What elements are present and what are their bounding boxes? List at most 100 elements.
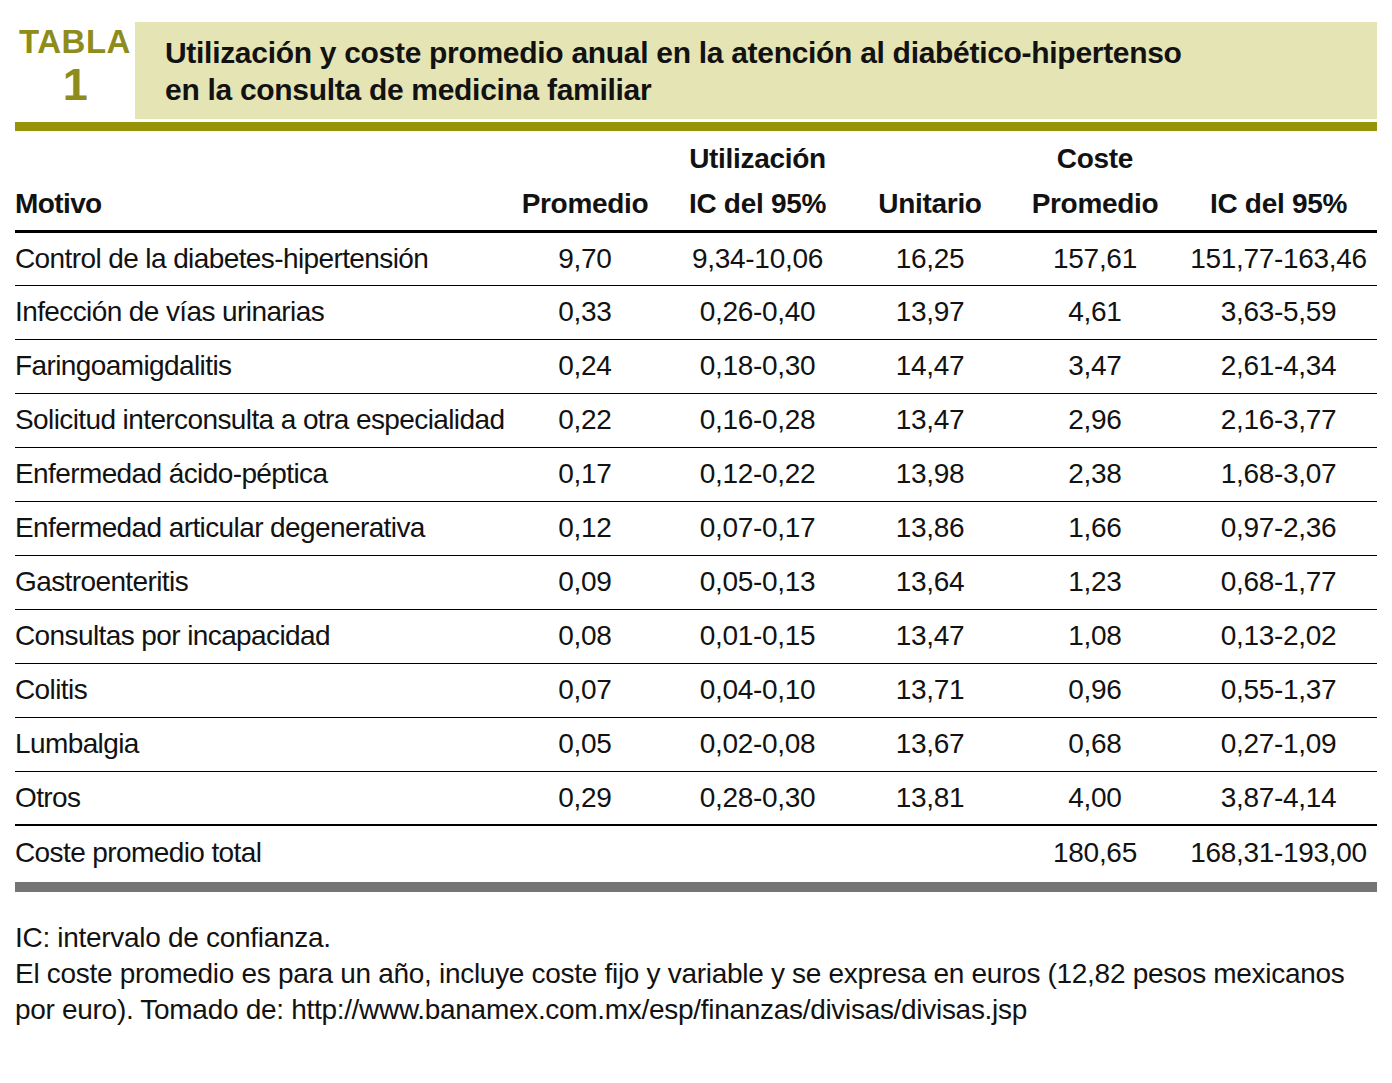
cell-coste-unitario: 14,47 <box>850 339 1010 393</box>
column-header-ic95-utilizacion: IC del 95% <box>665 179 850 231</box>
cell-total-coste-unitario <box>850 825 1010 880</box>
cell-coste-unitario: 13,47 <box>850 393 1010 447</box>
spacer-cell <box>505 137 665 179</box>
spacer-cell <box>1180 137 1377 179</box>
footnotes: IC: intervalo de confianza. El coste pro… <box>15 920 1377 1028</box>
cell-promedio-utilizacion: 0,24 <box>505 339 665 393</box>
cell-ic95-coste: 1,68-3,07 <box>1180 447 1377 501</box>
cell-motivo: Infección de vías urinarias <box>15 285 505 339</box>
cell-total-ic95-utilizacion <box>665 825 850 880</box>
column-header-promedio-utilizacion: Promedio <box>505 179 665 231</box>
cell-coste-unitario: 13,71 <box>850 663 1010 717</box>
table-title-line2: en la consulta de medicina familiar <box>165 71 1377 108</box>
table-head: Utilización Coste Motivo Promedio IC del… <box>15 137 1377 231</box>
cell-ic95-utilizacion: 0,05-0,13 <box>665 555 850 609</box>
cell-motivo: Colitis <box>15 663 505 717</box>
cell-ic95-utilizacion: 0,07-0,17 <box>665 501 850 555</box>
cell-coste-unitario: 13,97 <box>850 285 1010 339</box>
table-row: Enfermedad ácido-péptica 0,17 0,12-0,22 … <box>15 447 1377 501</box>
cell-total-label: Coste promedio total <box>15 825 505 880</box>
cell-promedio-utilizacion: 0,17 <box>505 447 665 501</box>
total-row: Coste promedio total 180,65 168,31-193,0… <box>15 825 1377 880</box>
table-row: Gastroenteritis 0,09 0,05-0,13 13,64 1,2… <box>15 555 1377 609</box>
cell-coste-promedio: 3,47 <box>1010 339 1180 393</box>
column-header-coste-promedio: Promedio <box>1010 179 1180 231</box>
table-badge-number: 1 <box>15 60 135 110</box>
data-table: Utilización Coste Motivo Promedio IC del… <box>15 137 1377 880</box>
cell-coste-promedio: 2,38 <box>1010 447 1180 501</box>
table-badge-label: TABLA <box>15 24 135 60</box>
cell-coste-promedio: 4,61 <box>1010 285 1180 339</box>
cell-promedio-utilizacion: 0,29 <box>505 771 665 825</box>
table-row: Enfermedad articular degenerativa 0,12 0… <box>15 501 1377 555</box>
column-header-coste-unitario: Unitario <box>850 179 1010 231</box>
cell-promedio-utilizacion: 0,22 <box>505 393 665 447</box>
cell-ic95-utilizacion: 0,18-0,30 <box>665 339 850 393</box>
group-header-utilizacion: Utilización <box>665 137 850 179</box>
cell-ic95-coste: 3,63-5,59 <box>1180 285 1377 339</box>
cell-ic95-coste: 3,87-4,14 <box>1180 771 1377 825</box>
column-header-row: Motivo Promedio IC del 95% Unitario Prom… <box>15 179 1377 231</box>
column-header-ic95-coste: IC del 95% <box>1180 179 1377 231</box>
cell-motivo: Solicitud interconsulta a otra especiali… <box>15 393 505 447</box>
title-underline-bar <box>15 122 1377 131</box>
table-row: Control de la diabetes-hipertensión 9,70… <box>15 231 1377 285</box>
cell-coste-promedio: 1,08 <box>1010 609 1180 663</box>
cell-promedio-utilizacion: 0,09 <box>505 555 665 609</box>
footnote-cost-source: El coste promedio es para un año, incluy… <box>15 956 1377 1028</box>
cell-ic95-coste: 0,97-2,36 <box>1180 501 1377 555</box>
table-header-band: TABLA 1 Utilización y coste promedio anu… <box>0 0 1392 131</box>
cell-motivo: Consultas por incapacidad <box>15 609 505 663</box>
column-header-motivo: Motivo <box>15 179 505 231</box>
footnote-ic-definition: IC: intervalo de confianza. <box>15 920 1377 956</box>
cell-ic95-utilizacion: 0,16-0,28 <box>665 393 850 447</box>
cell-coste-unitario: 13,64 <box>850 555 1010 609</box>
spacer-cell <box>850 137 1010 179</box>
cell-coste-unitario: 13,86 <box>850 501 1010 555</box>
cell-ic95-coste: 0,13-2,02 <box>1180 609 1377 663</box>
table-body: Control de la diabetes-hipertensión 9,70… <box>15 231 1377 880</box>
group-header-row: Utilización Coste <box>15 137 1377 179</box>
page: TABLA 1 Utilización y coste promedio anu… <box>0 0 1392 1083</box>
cell-coste-promedio: 1,23 <box>1010 555 1180 609</box>
cell-ic95-coste: 0,27-1,09 <box>1180 717 1377 771</box>
cell-motivo: Faringoamigdalitis <box>15 339 505 393</box>
cell-promedio-utilizacion: 0,05 <box>505 717 665 771</box>
cell-ic95-utilizacion: 0,02-0,08 <box>665 717 850 771</box>
group-header-coste: Coste <box>1010 137 1180 179</box>
cell-coste-promedio: 157,61 <box>1010 231 1180 285</box>
table-row: Colitis 0,07 0,04-0,10 13,71 0,96 0,55-1… <box>15 663 1377 717</box>
cell-coste-promedio: 0,96 <box>1010 663 1180 717</box>
cell-motivo: Lumbalgia <box>15 717 505 771</box>
cell-ic95-coste: 2,16-3,77 <box>1180 393 1377 447</box>
cell-ic95-coste: 0,55-1,37 <box>1180 663 1377 717</box>
cell-coste-unitario: 13,67 <box>850 717 1010 771</box>
table-title-line1: Utilización y coste promedio anual en la… <box>165 34 1377 71</box>
cell-ic95-utilizacion: 9,34-10,06 <box>665 231 850 285</box>
table-row: Lumbalgia 0,05 0,02-0,08 13,67 0,68 0,27… <box>15 717 1377 771</box>
cell-coste-promedio: 0,68 <box>1010 717 1180 771</box>
cell-ic95-coste: 151,77-163,46 <box>1180 231 1377 285</box>
cell-promedio-utilizacion: 9,70 <box>505 231 665 285</box>
cell-motivo: Control de la diabetes-hipertensión <box>15 231 505 285</box>
cell-motivo: Otros <box>15 771 505 825</box>
table-row: Faringoamigdalitis 0,24 0,18-0,30 14,47 … <box>15 339 1377 393</box>
cell-coste-promedio: 2,96 <box>1010 393 1180 447</box>
table-bottom-bar <box>15 882 1377 892</box>
cell-promedio-utilizacion: 0,12 <box>505 501 665 555</box>
cell-motivo: Gastroenteritis <box>15 555 505 609</box>
cell-ic95-coste: 0,68-1,77 <box>1180 555 1377 609</box>
cell-coste-unitario: 16,25 <box>850 231 1010 285</box>
table-row: Consultas por incapacidad 0,08 0,01-0,15… <box>15 609 1377 663</box>
cell-coste-unitario: 13,98 <box>850 447 1010 501</box>
cell-promedio-utilizacion: 0,33 <box>505 285 665 339</box>
table-title-box: Utilización y coste promedio anual en la… <box>135 22 1377 119</box>
cell-coste-unitario: 13,47 <box>850 609 1010 663</box>
table-row: Otros 0,29 0,28-0,30 13,81 4,00 3,87-4,1… <box>15 771 1377 825</box>
cell-total-coste-promedio: 180,65 <box>1010 825 1180 880</box>
cell-motivo: Enfermedad articular degenerativa <box>15 501 505 555</box>
spacer-cell <box>15 137 505 179</box>
cell-motivo: Enfermedad ácido-péptica <box>15 447 505 501</box>
cell-ic95-utilizacion: 0,28-0,30 <box>665 771 850 825</box>
cell-ic95-utilizacion: 0,12-0,22 <box>665 447 850 501</box>
